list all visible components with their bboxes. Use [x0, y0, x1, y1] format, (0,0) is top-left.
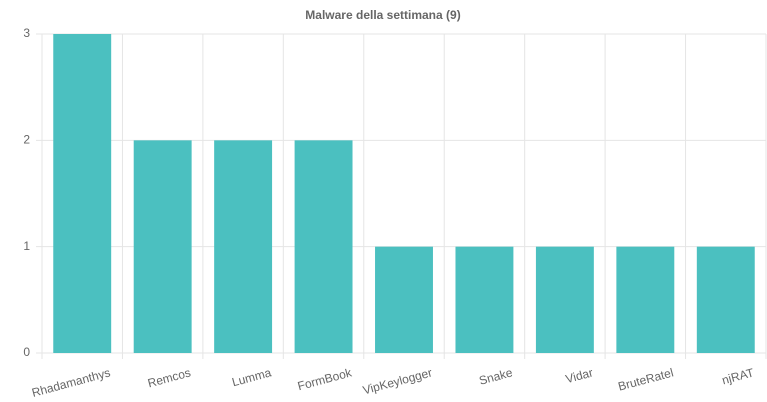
bar: [214, 140, 273, 353]
chart-title: Malware della settimana (9): [305, 8, 460, 22]
x-tick-label: FormBook: [296, 365, 354, 393]
bar: [535, 246, 594, 353]
x-tick-label: Lumma: [230, 365, 273, 389]
y-tick-label: 0: [23, 345, 30, 359]
x-tick-label: Snake: [478, 365, 515, 387]
x-tick-label: BruteRatel: [617, 365, 675, 393]
y-tick-label: 3: [23, 26, 30, 40]
x-tick-label: Rhadamanthys: [30, 365, 112, 399]
y-tick-label: 2: [23, 133, 30, 147]
bar: [133, 140, 192, 353]
bar: [455, 246, 514, 353]
bar: [696, 246, 755, 353]
x-tick-label: njRAT: [720, 365, 756, 387]
bar: [375, 246, 433, 353]
bar: [294, 140, 353, 353]
x-tick-label: Vidar: [564, 365, 594, 386]
bar: [616, 246, 675, 353]
x-tick-label: VipKeylogger: [361, 365, 433, 397]
y-tick-label: 1: [23, 239, 30, 253]
x-tick-label: Remcos: [146, 365, 192, 390]
bar: [53, 34, 112, 353]
